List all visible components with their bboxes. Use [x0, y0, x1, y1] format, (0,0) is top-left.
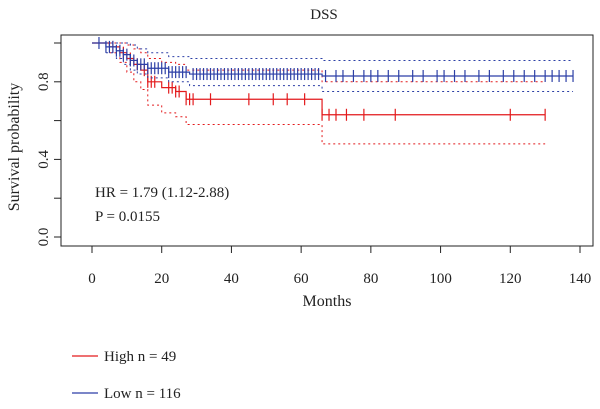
series-low	[92, 37, 574, 92]
legend: High n = 49 Low n = 116	[72, 349, 181, 402]
x-tick-label: 100	[429, 271, 452, 287]
x-tick-label: 20	[154, 271, 169, 287]
x-tick-label: 80	[363, 271, 378, 287]
x-axis: 0 20 40 60 80 100 120 140	[88, 245, 592, 287]
series-high	[92, 40, 546, 145]
legend-label-low: Low n = 116	[104, 386, 181, 402]
x-tick-label: 140	[569, 271, 592, 287]
x-tick-label: 120	[499, 271, 522, 287]
hr-annotation: HR = 1.79 (1.12-2.88)	[95, 185, 229, 201]
chart-title: DSS	[310, 7, 338, 23]
y-tick-label: 0.0	[36, 228, 52, 247]
x-tick-label: 40	[224, 271, 239, 287]
x-tick-label: 60	[294, 271, 309, 287]
ci-upper-high	[109, 42, 546, 83]
x-tick-label: 0	[88, 271, 96, 287]
p-value-annotation: P = 0.0155	[95, 209, 160, 225]
y-axis: 0.0 0.4 0.8	[36, 42, 62, 247]
survival-curve-low	[92, 42, 574, 77]
ci-lower-high	[109, 52, 546, 145]
y-tick-label: 0.8	[36, 72, 52, 91]
ci-upper-low	[105, 42, 574, 61]
x-axis-label: Months	[303, 293, 352, 310]
legend-label-high: High n = 49	[104, 349, 176, 365]
y-axis-label: Survival probability	[6, 83, 23, 211]
series-layer	[92, 37, 574, 145]
y-tick-label: 0.4	[36, 150, 52, 169]
